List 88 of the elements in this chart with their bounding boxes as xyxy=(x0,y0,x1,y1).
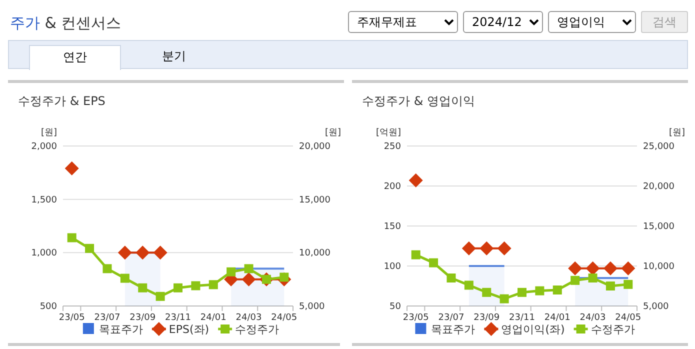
point xyxy=(191,281,200,290)
x-tick-label: 23/11 xyxy=(509,313,535,323)
legend-label: EPS(좌) xyxy=(168,323,210,336)
x-tick-label: 23/09 xyxy=(474,313,500,323)
text: 연간 xyxy=(29,45,121,70)
y2-axis-title: [원] xyxy=(668,128,685,138)
point xyxy=(570,276,580,285)
y-tick-label: 1,500 xyxy=(31,195,58,206)
x-tick-label: 24/05 xyxy=(271,313,298,323)
point xyxy=(64,161,79,176)
point xyxy=(429,258,438,268)
text: 검색 xyxy=(641,11,688,33)
point xyxy=(118,246,132,260)
y2-tick-label: 10,000 xyxy=(299,248,331,259)
point xyxy=(153,246,168,260)
y-tick-label: 500 xyxy=(40,302,58,312)
point xyxy=(174,283,182,292)
point xyxy=(120,274,130,283)
text: 분기 xyxy=(161,48,187,65)
y2-tick-label: 15,000 xyxy=(299,195,331,206)
point xyxy=(226,267,236,276)
y-tick-label: 1,000 xyxy=(31,248,58,259)
point xyxy=(552,286,562,294)
y-axis-title: [억원] xyxy=(376,128,401,138)
point xyxy=(156,292,165,301)
point xyxy=(603,261,618,276)
point xyxy=(446,274,456,282)
y-tick-label: 2,000 xyxy=(31,142,58,152)
point xyxy=(588,274,598,282)
text: 2024/12 xyxy=(463,11,543,33)
chart-title: 수정주가 & EPS xyxy=(18,93,106,110)
point xyxy=(621,261,636,276)
chart-title: 수정주가 & 영업이익 xyxy=(362,93,475,110)
legend-label: 목표주가 xyxy=(98,323,143,336)
point xyxy=(568,261,582,276)
x-tick-label: 23/07 xyxy=(94,313,120,323)
point xyxy=(85,244,94,253)
point xyxy=(242,272,256,286)
point xyxy=(535,286,544,296)
point xyxy=(244,264,254,274)
legend-label: 영업이익(좌) xyxy=(501,323,565,336)
x-tick-label: 23/05 xyxy=(58,313,85,323)
x-tick-label: 23/05 xyxy=(402,313,429,323)
point xyxy=(136,246,150,260)
point xyxy=(500,294,509,304)
point xyxy=(208,280,218,290)
point xyxy=(480,241,494,256)
legend-label: 수정주가 xyxy=(590,323,635,336)
y2-tick-label: 10,000 xyxy=(643,262,675,272)
y2-tick-label: 20,000 xyxy=(643,182,675,192)
x-tick-label: 23/09 xyxy=(130,313,156,323)
point xyxy=(624,280,633,289)
point xyxy=(102,264,112,274)
x-tick-label: 24/03 xyxy=(236,313,262,323)
x-tick-label: 24/03 xyxy=(580,313,606,323)
point xyxy=(586,261,600,276)
point xyxy=(606,282,615,290)
y2-axis-title: [원] xyxy=(324,128,341,138)
point xyxy=(497,241,512,256)
legend-label: 목표주가 xyxy=(431,323,476,336)
y-tick-label: 50 xyxy=(390,302,402,312)
point xyxy=(482,288,492,297)
x-tick-label: 23/11 xyxy=(165,313,191,323)
y2-tick-label: 15,000 xyxy=(643,222,675,232)
point xyxy=(462,241,476,256)
x-tick-label: 23/07 xyxy=(438,313,464,323)
text: 주가 & 컨센서스 xyxy=(10,14,122,32)
point xyxy=(464,280,474,290)
point xyxy=(408,173,423,188)
x-tick-label: 24/01 xyxy=(544,313,570,323)
text: 영업이익 xyxy=(548,11,636,33)
text: 주재무제표 xyxy=(348,11,458,33)
x-tick-label: 24/05 xyxy=(615,313,642,323)
x-tick-label: 24/01 xyxy=(200,313,226,323)
point xyxy=(67,233,76,242)
point xyxy=(518,288,526,297)
point xyxy=(138,283,148,292)
y-axis-title: [원] xyxy=(40,128,57,138)
y-tick-label: 250 xyxy=(384,142,402,152)
y-tick-label: 150 xyxy=(384,222,402,232)
y2-tick-label: 25,000 xyxy=(643,142,675,152)
y2-tick-label: 5,000 xyxy=(299,302,326,312)
y-tick-label: 200 xyxy=(384,182,402,192)
legend-label: 수정주가 xyxy=(235,323,280,336)
point xyxy=(411,250,420,260)
y-tick-label: 100 xyxy=(384,262,402,272)
y2-tick-label: 5,000 xyxy=(643,302,670,312)
y2-tick-label: 20,000 xyxy=(299,142,331,152)
